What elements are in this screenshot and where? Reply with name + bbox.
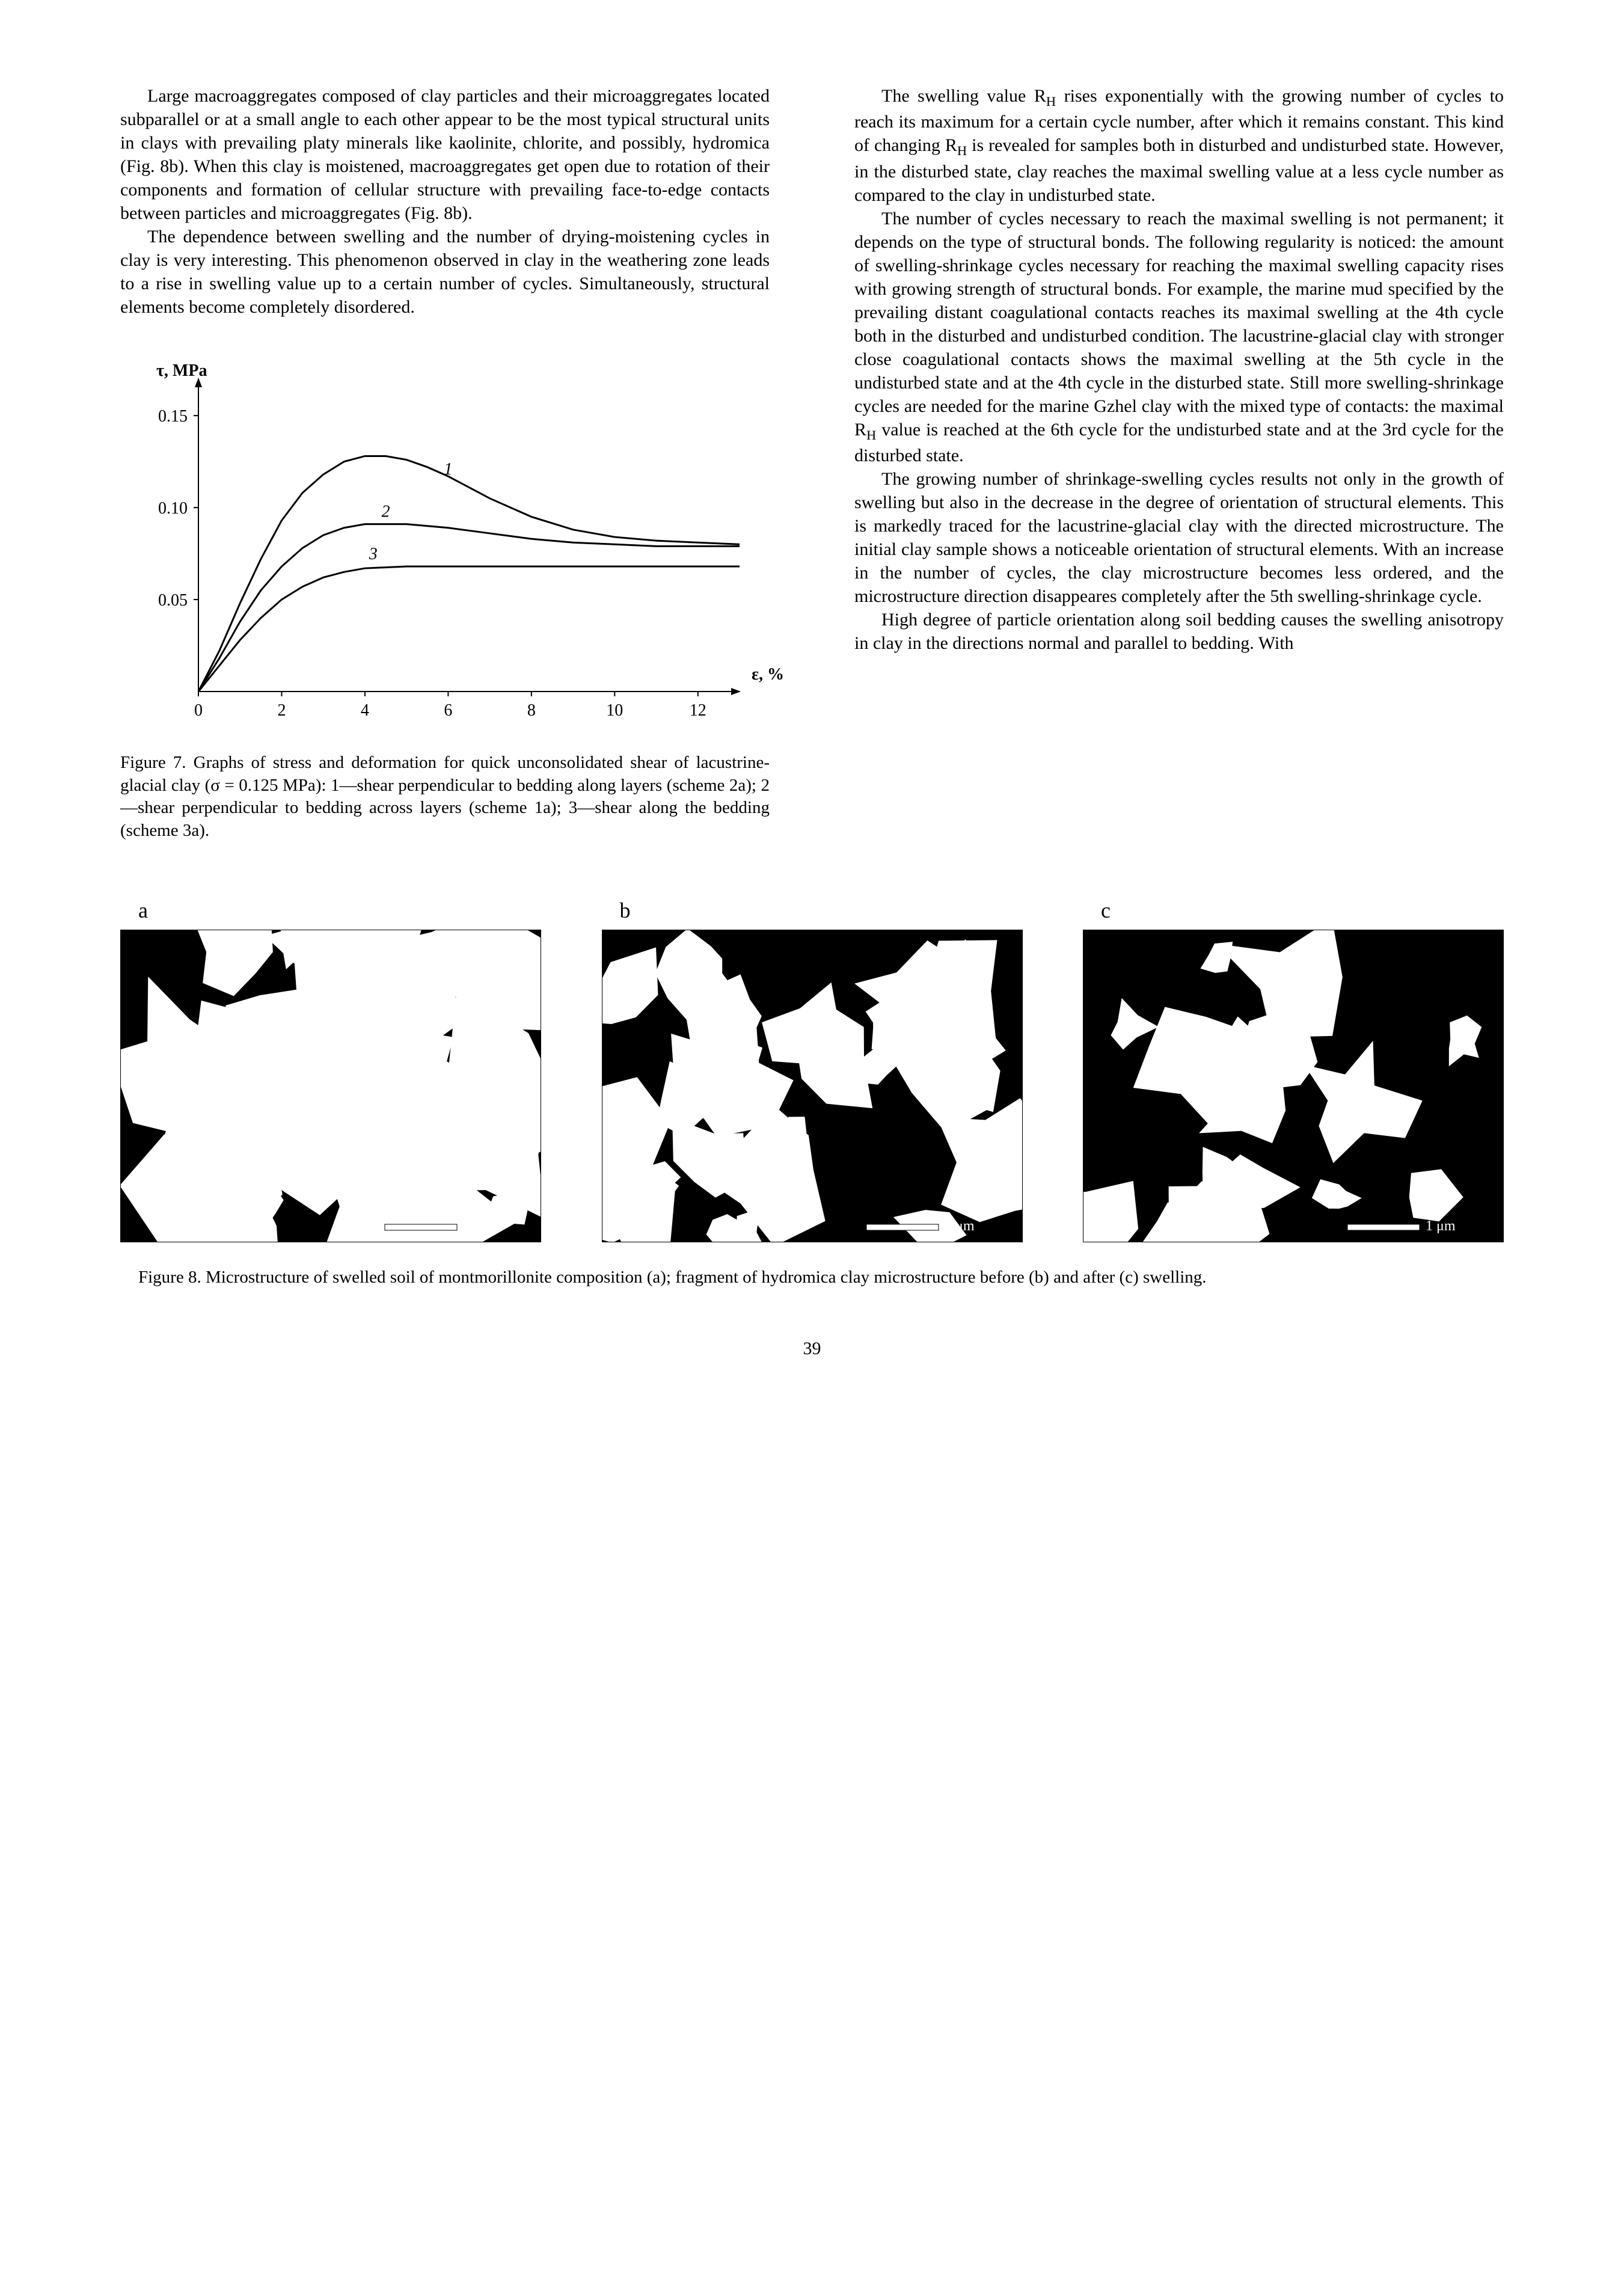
svg-text:0: 0 [194, 701, 203, 720]
subscript: H [957, 143, 967, 158]
svg-text:8: 8 [527, 701, 536, 720]
svg-text:2: 2 [382, 502, 390, 521]
figure-8-image-b: 1 μm [602, 930, 1023, 1242]
subscript: H [1046, 94, 1056, 109]
svg-text:5 mm: 5 mm [463, 1218, 497, 1234]
figure-7-chart: τ, MPa0.050.100.15024681012ε, %123 [120, 361, 800, 740]
figure-8-label-c: c [1083, 897, 1504, 925]
figure-8-panel-c: c 1 μm [1083, 897, 1504, 1242]
right-para-4: High degree of particle orientation alon… [854, 608, 1504, 655]
figure-7: τ, MPa0.050.100.15024681012ε, %123 Figur… [120, 361, 770, 842]
figure-8-caption: Figure 8. Microstructure of swelled soil… [120, 1266, 1504, 1289]
figure-8-image-c: 1 μm [1083, 930, 1504, 1242]
two-column-layout: Large macroaggregates composed of clay p… [120, 84, 1504, 842]
left-para-1: Large macroaggregates composed of clay p… [120, 84, 770, 225]
figure-8-row: a 5 mm b 1 μm c 1 μm [120, 897, 1504, 1242]
figure-8-label-a: a [120, 897, 541, 925]
figure-7-caption: Figure 7. Graphs of stress and deformati… [120, 752, 770, 842]
svg-text:1 μm: 1 μm [1426, 1218, 1456, 1234]
svg-text:2: 2 [277, 701, 286, 720]
right-para-1: The swelling value RH rises exponentiall… [854, 84, 1504, 207]
svg-text:ε, %: ε, % [752, 665, 784, 684]
right-para-3: The growing number of shrinkage-swelling… [854, 467, 1504, 608]
svg-text:τ, MPa: τ, MPa [156, 361, 207, 380]
text-span: The swelling value R [881, 86, 1046, 106]
left-para-2: The dependence between swelling and the … [120, 225, 770, 319]
svg-text:1: 1 [444, 460, 452, 479]
figure-8-panel-b: b 1 μm [602, 897, 1023, 1242]
svg-text:3: 3 [369, 545, 378, 563]
svg-text:0.15: 0.15 [158, 407, 188, 426]
page-number: 39 [120, 1337, 1504, 1360]
svg-text:12: 12 [690, 701, 706, 720]
figure-8-image-a: 5 mm [120, 930, 541, 1242]
right-para-2: The number of cycles necessary to reach … [854, 207, 1504, 467]
left-column: Large macroaggregates composed of clay p… [120, 84, 770, 842]
svg-text:4: 4 [361, 701, 369, 720]
svg-text:0.10: 0.10 [158, 499, 188, 518]
svg-text:0.05: 0.05 [158, 591, 188, 610]
subscript: H [866, 428, 876, 443]
figure-8-panel-a: a 5 mm [120, 897, 541, 1242]
svg-text:6: 6 [444, 701, 452, 720]
svg-text:10: 10 [606, 701, 623, 720]
text-span: The number of cycles necessary to reach … [854, 209, 1504, 440]
figure-8: a 5 mm b 1 μm c 1 μm Figure 8. Microstru… [120, 897, 1504, 1289]
svg-text:1 μm: 1 μm [945, 1218, 975, 1234]
figure-8-label-b: b [602, 897, 1023, 925]
right-column: The swelling value RH rises exponentiall… [854, 84, 1504, 842]
text-span: value is reached at the 6th cycle for th… [854, 420, 1504, 465]
